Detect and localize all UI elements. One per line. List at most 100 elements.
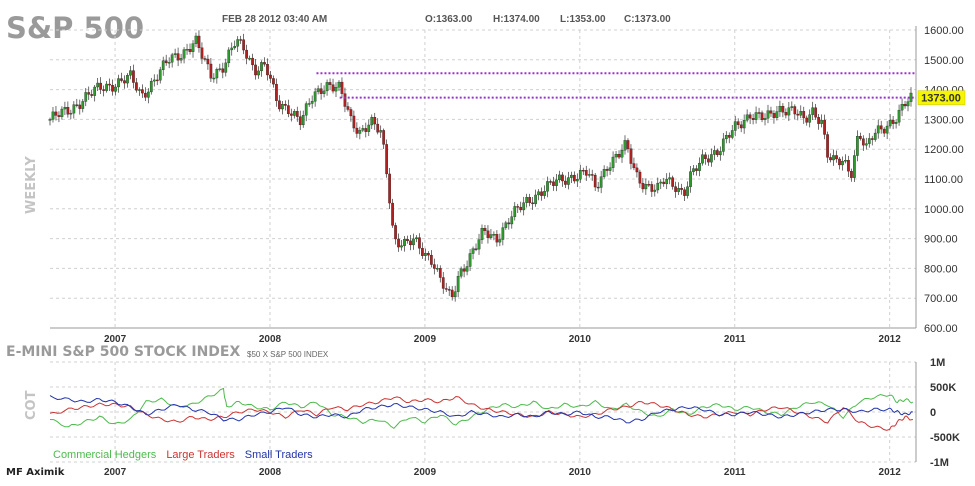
last-price-box (917, 90, 966, 105)
candle-body (787, 107, 791, 116)
price-grid (50, 26, 917, 329)
candle-body (93, 86, 97, 96)
candle-body (680, 188, 683, 190)
candle-body (486, 230, 490, 238)
candle-body (450, 289, 454, 298)
candle-body (298, 116, 302, 126)
candle-body (51, 111, 55, 120)
candle-body (867, 138, 871, 144)
candle-body (435, 268, 439, 270)
candle-body (701, 154, 704, 164)
weekly-label: WEEKLY (24, 156, 39, 214)
candle-body (850, 171, 853, 178)
candle-body (662, 181, 666, 185)
candle-body (295, 111, 299, 117)
cot-legend: Commercial Hedgers Large Traders Small Tra… (53, 449, 313, 461)
candle-body (227, 49, 231, 64)
candle-body (823, 119, 826, 135)
candle-body (811, 107, 815, 115)
candle-body (742, 120, 746, 129)
candle-body (727, 135, 731, 138)
candle-body (370, 117, 374, 126)
candle-body (152, 79, 156, 82)
candle-body (418, 237, 421, 249)
candle-body (766, 110, 770, 119)
candle-body (167, 62, 171, 64)
candle-body (710, 154, 713, 163)
candle-body (721, 138, 725, 152)
candle-body (528, 197, 532, 203)
year-tick-label: 2010 (569, 334, 592, 345)
candle-body (906, 101, 910, 107)
candle-body (638, 171, 642, 184)
candle-body (516, 206, 520, 208)
candle-body (301, 115, 305, 126)
candle-body (543, 191, 546, 196)
year-tick-label: 2007 (104, 334, 127, 345)
candle-body (754, 112, 758, 120)
candle-body (257, 70, 260, 76)
candle-body (853, 155, 856, 178)
candle-body (456, 276, 460, 292)
candle-body (337, 81, 341, 88)
candle-body (331, 84, 335, 92)
candle-body (304, 103, 308, 116)
candle-body (310, 101, 314, 104)
candle-body (620, 150, 624, 158)
candle-body (587, 174, 591, 176)
candle-body (438, 268, 442, 278)
legend-entry: Small Traders (245, 449, 313, 461)
candle-body (781, 106, 785, 113)
candle-body (584, 170, 588, 176)
price-tick-label: 1000.00 (924, 204, 964, 216)
candle-body (242, 39, 245, 51)
candle-body (188, 49, 192, 52)
candle-body (668, 177, 672, 180)
candle-body (388, 173, 391, 204)
candle-body (841, 161, 844, 166)
year-tick-label: 2008 (259, 334, 282, 345)
candle-body (534, 194, 537, 205)
open-label: O:1363.00 (425, 14, 473, 25)
candle-body (489, 234, 493, 238)
candle-body (319, 88, 323, 94)
cot-series-line (49, 395, 913, 424)
candle-body (838, 158, 841, 166)
candle-body (870, 138, 874, 140)
high-label: H:1374.00 (493, 14, 540, 25)
resistance-lines (316, 72, 916, 99)
candle-body (349, 109, 353, 117)
candle-body (686, 186, 689, 196)
legend-entry: Large Traders (166, 449, 235, 461)
cot-panel-subtitle: $50 X S&P 500 INDEX (247, 350, 329, 359)
candle-body (593, 174, 597, 188)
candle-body (480, 228, 484, 240)
candle-body (772, 113, 776, 118)
candle-body (820, 119, 823, 124)
candle-body (459, 268, 463, 277)
candle-body (873, 132, 877, 140)
candle-body (328, 82, 332, 85)
candle-body (161, 60, 165, 70)
candle-body (581, 170, 585, 172)
year-tick-label: 2012 (879, 334, 902, 345)
candle-body (346, 106, 350, 110)
candle-body (206, 58, 210, 65)
candle-body (75, 104, 79, 106)
candle-body (453, 291, 457, 298)
candle-body (215, 69, 219, 79)
candle-body (519, 206, 523, 211)
candle-body (248, 57, 251, 60)
cot-year-tick-label: 2010 (569, 467, 592, 478)
price-tick-label: 1300.00 (924, 114, 964, 126)
cot-panel-title: E-MINI S&P 500 STOCK INDEX (6, 344, 240, 360)
candle-body (343, 93, 347, 107)
candle-body (340, 81, 344, 94)
candle-body (444, 288, 448, 290)
price-axis: 1600.001500.001400.001300.001200.001100.… (924, 25, 964, 335)
candle-body (316, 88, 320, 92)
candle-body (715, 150, 719, 156)
candle-body (409, 240, 412, 246)
candle-body (429, 254, 433, 265)
candle-body (427, 253, 430, 256)
